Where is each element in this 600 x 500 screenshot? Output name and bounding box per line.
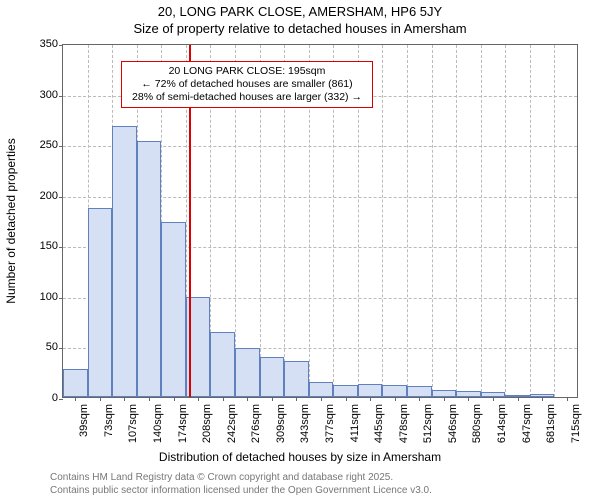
gridline-v [481,45,482,397]
xtick-mark [395,397,396,401]
histogram-bar [333,385,358,397]
histogram-bar [210,332,235,397]
ytick-mark [59,45,63,46]
xtick-mark [296,397,297,401]
x-axis-label: Distribution of detached houses by size … [0,450,600,464]
xtick-mark [468,397,469,401]
xtick-mark [75,397,76,401]
xtick-mark [370,397,371,401]
histogram-bar [309,382,334,397]
ytick-mark [59,197,63,198]
xtick-label: 39sqm [78,404,90,437]
xtick-label: 140sqm [152,404,164,443]
ytick-label: 250 [40,139,58,151]
xtick-mark [518,397,519,401]
xtick-mark [174,397,175,401]
gridline-v [505,45,506,397]
xtick-mark [272,397,273,401]
histogram-bar [137,141,162,397]
chart-container: 20, LONG PARK CLOSE, AMERSHAM, HP6 5JY S… [0,0,600,500]
xtick-mark [444,397,445,401]
marker-box-line: 20 LONG PARK CLOSE: 195sqm [128,65,366,78]
ytick-mark [59,247,63,248]
attribution-line2: Contains public sector information licen… [50,485,432,498]
ytick-mark [59,399,63,400]
marker-box-line: ← 72% of detached houses are smaller (86… [128,78,366,91]
xtick-label: 242sqm [226,404,238,443]
xtick-mark [493,397,494,401]
title-block: 20, LONG PARK CLOSE, AMERSHAM, HP6 5JY S… [0,4,600,38]
xtick-mark [247,397,248,401]
histogram-bar [112,126,137,397]
marker-annotation-box: 20 LONG PARK CLOSE: 195sqm← 72% of detac… [121,61,373,108]
xtick-label: 681sqm [545,404,557,443]
attribution-line1: Contains HM Land Registry data © Crown c… [50,472,432,485]
plot-area: 20 LONG PARK CLOSE: 195sqm← 72% of detac… [62,44,578,398]
histogram-bar [235,348,260,397]
gridline-v [554,45,555,397]
xtick-label: 73sqm [103,404,115,437]
xtick-mark [321,397,322,401]
ytick-label: 300 [40,89,58,101]
ytick-label: 100 [40,291,58,303]
gridline-v [530,45,531,397]
xtick-label: 411sqm [349,404,361,442]
ytick-mark [59,298,63,299]
xtick-label: 107sqm [127,404,139,443]
y-axis-label: Number of detached properties [4,138,18,303]
xtick-label: 174sqm [177,404,189,443]
histogram-bar [358,384,383,397]
gridline-v [456,45,457,397]
ytick-mark [59,146,63,147]
marker-box-line: 28% of semi-detached houses are larger (… [128,91,366,104]
gridline-v [382,45,383,397]
histogram-bar [407,386,432,397]
xtick-label: 512sqm [422,404,434,443]
histogram-bar [161,222,186,397]
xtick-label: 343sqm [299,404,311,443]
xtick-label: 580sqm [471,404,483,443]
xtick-label: 614sqm [496,404,508,443]
xtick-label: 647sqm [521,404,533,443]
attribution: Contains HM Land Registry data © Crown c… [50,472,432,497]
gridline-v [407,45,408,397]
ytick-label: 150 [40,240,58,252]
title-address: 20, LONG PARK CLOSE, AMERSHAM, HP6 5JY [0,4,600,21]
ytick-label: 50 [46,341,58,353]
xtick-label: 478sqm [398,404,410,443]
ytick-mark [59,348,63,349]
histogram-bar [432,390,457,397]
histogram-bar [63,369,88,397]
ytick-label: 200 [40,190,58,202]
histogram-bar [284,361,309,397]
xtick-mark [567,397,568,401]
histogram-bar [382,385,407,397]
gridline-v [432,45,433,397]
histogram-bar [260,357,285,397]
ytick-label: 350 [40,38,58,50]
xtick-label: 715sqm [570,404,582,443]
xtick-mark [346,397,347,401]
xtick-mark [223,397,224,401]
title-subtitle: Size of property relative to detached ho… [0,21,600,38]
xtick-label: 309sqm [275,404,287,443]
ytick-mark [59,96,63,97]
xtick-mark [149,397,150,401]
xtick-mark [198,397,199,401]
xtick-label: 208sqm [201,404,213,443]
xtick-label: 276sqm [250,404,262,443]
ytick-label: 0 [52,392,58,404]
xtick-label: 445sqm [373,404,385,443]
histogram-bar [88,208,113,397]
xtick-mark [419,397,420,401]
xtick-mark [542,397,543,401]
xtick-mark [100,397,101,401]
xtick-mark [124,397,125,401]
xtick-label: 377sqm [324,404,336,443]
xtick-label: 546sqm [447,404,459,443]
